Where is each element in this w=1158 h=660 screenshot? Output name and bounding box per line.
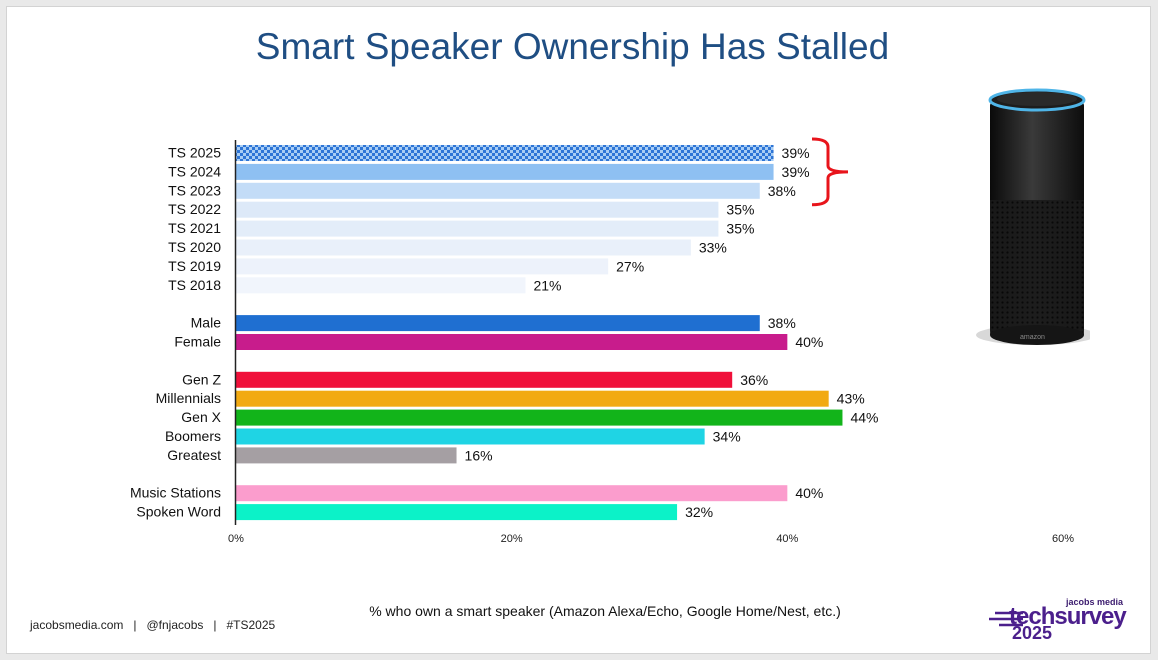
x-tick-label: 0%: [228, 533, 244, 545]
x-tick-label: 40%: [776, 533, 798, 545]
bar: [236, 163, 774, 180]
logo-main-text: techsurvey: [1009, 603, 1127, 630]
category-label: TS 2022: [168, 201, 221, 217]
category-label: TS 2024: [168, 163, 221, 179]
bar: [236, 447, 457, 464]
footer-credits: jacobsmedia.com | @fnjacobs | #TS2025: [30, 618, 276, 632]
category-label: Greatest: [167, 447, 221, 463]
data-label: 36%: [740, 372, 768, 388]
bar: [236, 504, 678, 521]
data-label: 38%: [768, 183, 796, 199]
bar: [236, 145, 774, 161]
category-label: TS 2020: [168, 239, 221, 255]
logo-speed-lines-icon: [989, 611, 1023, 627]
category-label: Female: [174, 334, 221, 350]
bar: [236, 258, 609, 275]
bar: [236, 409, 843, 426]
x-tick-label: 20%: [501, 533, 523, 545]
bracket-annotation: [811, 137, 849, 207]
x-tick-label: 60%: [1052, 533, 1074, 545]
category-label: Male: [191, 315, 222, 331]
data-label: 35%: [726, 202, 754, 218]
category-label: Spoken Word: [136, 504, 221, 520]
category-label: TS 2019: [168, 258, 221, 274]
data-label: 33%: [699, 240, 727, 256]
bar: [236, 239, 691, 256]
category-label: TS 2025: [168, 145, 221, 161]
category-label: TS 2023: [168, 182, 221, 198]
data-label: 38%: [768, 315, 796, 331]
data-label: 27%: [616, 258, 644, 274]
data-label: 21%: [533, 277, 561, 293]
data-label: 39%: [782, 145, 810, 161]
category-label: Music Stations: [130, 485, 221, 501]
data-label: 32%: [685, 504, 713, 520]
bar: [236, 182, 760, 199]
bar: [236, 428, 705, 445]
logo-small-text: jacobs media: [1065, 597, 1123, 607]
smart-speaker-image: amazon: [976, 88, 1090, 345]
data-label: 40%: [795, 334, 823, 350]
category-label: TS 2021: [168, 220, 221, 236]
bar: [236, 220, 719, 237]
techsurvey-logo: jacobs media techsurvey 2025: [985, 597, 1135, 645]
data-label: 16%: [465, 447, 493, 463]
bar: [236, 371, 733, 388]
bar: [236, 334, 788, 350]
category-label: Gen X: [181, 409, 221, 425]
chart-caption: % who own a smart speaker (Amazon Alexa/…: [369, 603, 841, 619]
chart-title: Smart Speaker Ownership Has Stalled: [255, 26, 890, 67]
logo-year-text: 2025: [1012, 623, 1053, 643]
data-label: 43%: [837, 391, 865, 407]
data-label: 44%: [850, 410, 878, 426]
category-label: Millennials: [156, 390, 221, 406]
category-label: Boomers: [165, 428, 221, 444]
category-label: TS 2018: [168, 277, 221, 293]
bar: [236, 277, 526, 294]
data-label: 39%: [782, 164, 810, 180]
category-label: Gen Z: [182, 371, 221, 387]
data-label: 34%: [713, 429, 741, 445]
data-label: 35%: [726, 221, 754, 237]
bar: [236, 201, 719, 218]
bar: [236, 315, 760, 332]
bar: [236, 390, 829, 407]
speaker-brand-text: amazon: [1020, 334, 1045, 341]
bar: [236, 485, 788, 502]
data-label: 40%: [795, 485, 823, 501]
